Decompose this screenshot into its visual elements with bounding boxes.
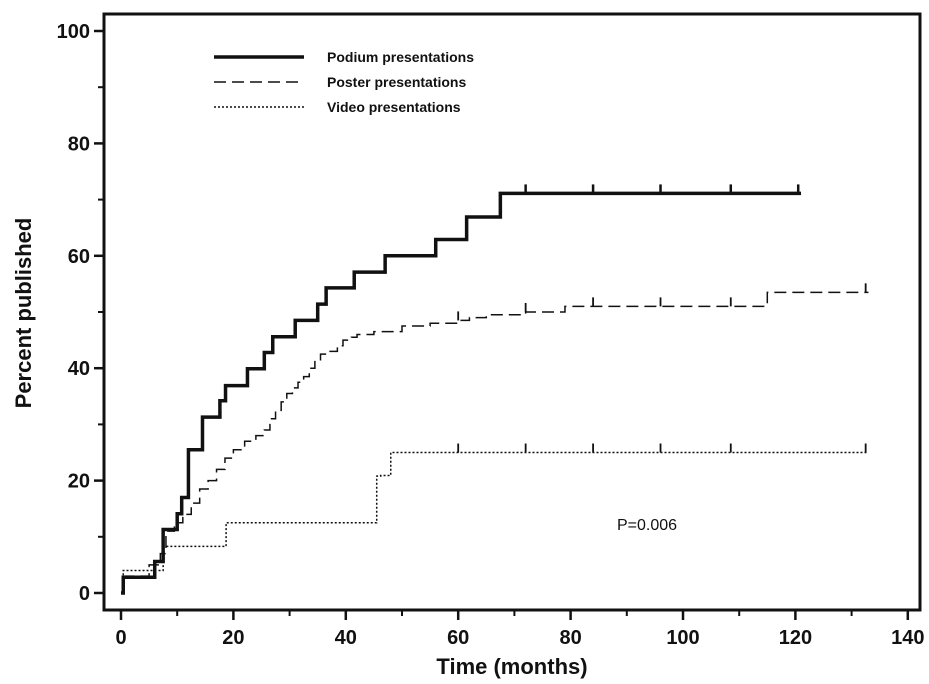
x-tick-label: 0 [115,627,126,649]
p-value-annotation: P=0.006 [617,517,677,534]
x-tick-label: 60 [447,627,469,649]
x-tick-label: 80 [559,627,581,649]
y-axis-title: Percent published [11,218,36,409]
poster-presentations-curve [121,291,869,594]
y-tick-label: 0 [79,583,90,605]
y-tick-label: 100 [57,21,90,43]
video-presentations-legend-label: Video presentations [327,99,461,115]
x-tick-label: 120 [779,627,812,649]
y-tick-label: 40 [68,358,90,380]
y-tick-label: 20 [68,471,90,493]
poster-presentations-legend-label: Poster presentations [327,74,466,90]
podium-presentations-legend-label: Podium presentations [327,49,474,65]
x-tick-label: 100 [666,627,699,649]
x-tick-label: 20 [222,627,244,649]
y-tick-label: 80 [68,133,90,155]
plot-frame [102,12,922,612]
podium-presentations-curve [121,191,802,595]
x-tick-label: 40 [335,627,357,649]
y-tick-label: 60 [68,246,90,268]
x-tick-label: 140 [891,627,924,649]
x-axis-title: Time (months) [436,654,587,679]
video-presentations-curve [121,451,869,594]
